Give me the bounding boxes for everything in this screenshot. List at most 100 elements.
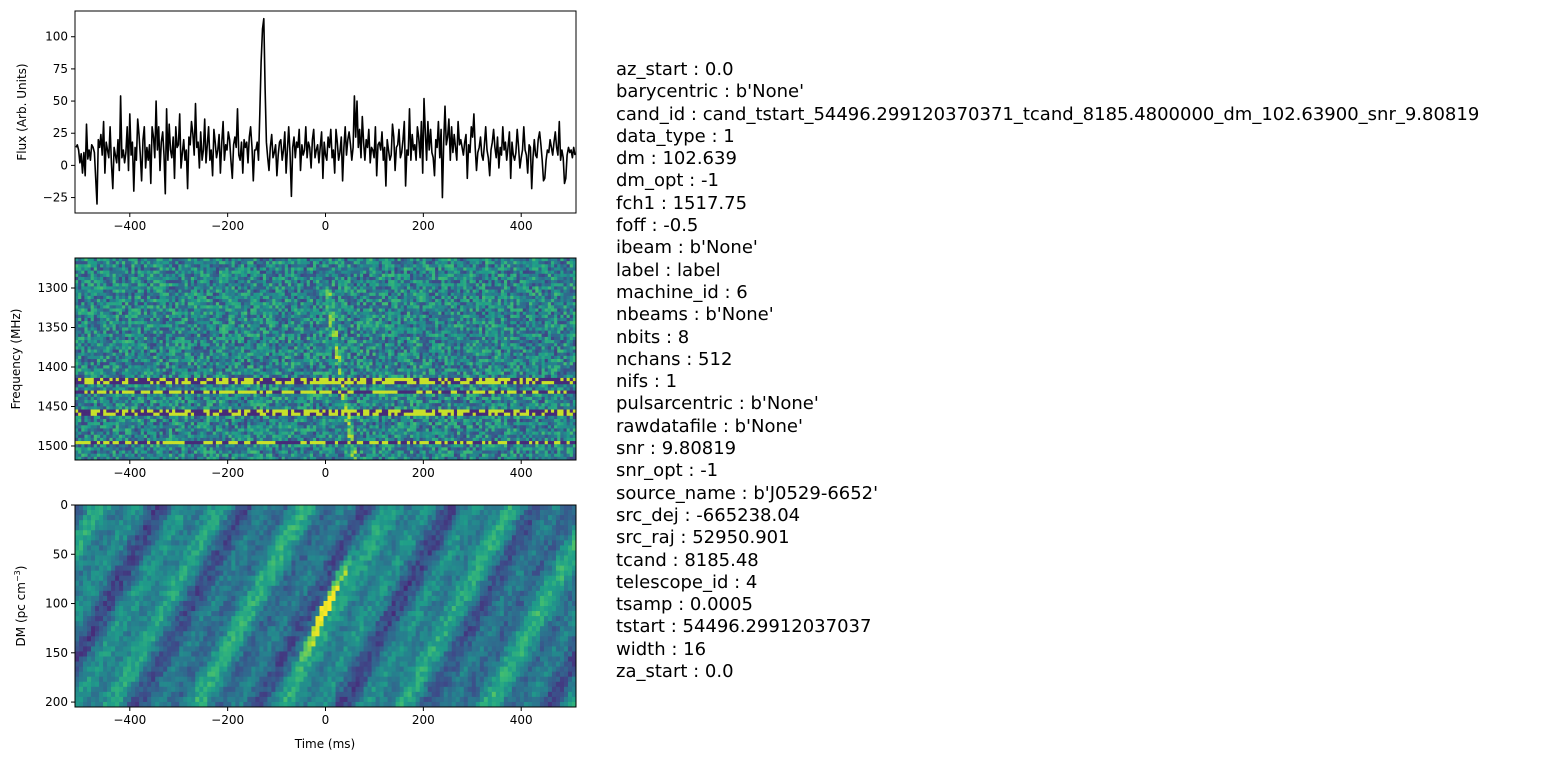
ft-cell xyxy=(140,286,145,290)
ft-cell xyxy=(491,327,495,331)
ft-cell xyxy=(350,330,355,335)
ft-cell xyxy=(90,264,95,268)
ft-cell xyxy=(240,340,245,344)
ft-cell xyxy=(121,321,126,325)
ft-cell xyxy=(197,330,201,335)
ft-cell xyxy=(469,333,474,338)
ft-cell xyxy=(347,346,351,350)
ft-cell xyxy=(375,299,380,303)
ft-cell xyxy=(453,292,458,297)
ft-cell xyxy=(93,327,98,331)
ft-cell xyxy=(312,264,317,268)
ft-cell xyxy=(222,330,226,335)
ft-cell xyxy=(115,295,120,300)
ft-cell xyxy=(513,280,517,284)
ft-cell xyxy=(406,261,411,265)
ft-cell xyxy=(75,317,79,322)
ft-cell xyxy=(550,258,555,262)
ft-cell xyxy=(175,258,179,262)
ft-cell xyxy=(121,314,126,319)
ft-cell xyxy=(500,340,505,344)
ft-cell xyxy=(341,273,345,278)
ft-cell xyxy=(303,270,308,275)
ft-cell xyxy=(356,340,361,344)
ft-cell xyxy=(93,299,98,303)
ft-cell xyxy=(228,302,232,306)
ft-cell xyxy=(472,308,477,313)
ft-cell xyxy=(278,340,283,344)
ft-cell xyxy=(187,336,192,341)
ft-cell xyxy=(444,305,449,309)
ft-cell xyxy=(331,336,336,341)
ft-cell xyxy=(287,295,292,300)
ft-cell xyxy=(209,264,214,268)
ft-cell xyxy=(497,267,502,272)
ft-cell xyxy=(269,340,273,344)
ft-cell xyxy=(563,324,568,328)
ft-cell xyxy=(457,258,461,262)
ft-cell xyxy=(422,261,427,265)
ft-cell xyxy=(391,280,395,284)
ft-cell xyxy=(500,264,505,268)
ft-cell xyxy=(247,270,251,275)
ft-cell xyxy=(450,299,455,303)
ft-cell xyxy=(125,261,129,265)
ft-cell xyxy=(384,340,389,344)
ft-cell xyxy=(341,267,345,272)
ft-cell xyxy=(112,273,117,278)
ft-cell xyxy=(419,346,423,350)
ft-cell xyxy=(150,295,154,300)
ft-cell xyxy=(121,349,126,354)
ft-cell xyxy=(460,305,464,309)
ft-cell xyxy=(431,349,436,354)
ft-cell xyxy=(153,336,157,341)
ft-cell xyxy=(168,308,173,313)
ft-cell xyxy=(541,349,546,354)
ft-cell xyxy=(253,305,258,309)
ft-cell xyxy=(278,295,283,300)
ft-cell xyxy=(231,267,236,272)
ft-cell xyxy=(143,333,148,338)
ft-cell xyxy=(247,308,251,313)
ft-cell xyxy=(497,352,502,357)
ft-cell xyxy=(181,352,185,357)
ft-cell xyxy=(75,289,79,294)
ft-cell xyxy=(90,314,95,319)
ft-cell xyxy=(488,283,492,287)
ft-cell xyxy=(140,346,145,350)
ft-cell xyxy=(287,270,292,275)
ft-cell xyxy=(359,273,364,278)
ft-cell xyxy=(284,289,289,294)
ft-cell xyxy=(494,333,499,338)
ft-cell xyxy=(131,340,135,344)
ft-cell xyxy=(184,280,189,284)
ft-cell xyxy=(278,280,283,284)
ft-cell xyxy=(131,343,135,347)
ft-cell xyxy=(175,305,179,309)
ft-cell xyxy=(500,336,505,341)
ft-cell xyxy=(391,258,395,262)
ft-cell xyxy=(109,286,113,290)
ft-cell xyxy=(547,270,552,275)
ft-cell xyxy=(519,308,524,313)
ft-cell xyxy=(447,336,452,341)
ft-cell xyxy=(397,340,402,344)
ft-cell xyxy=(431,333,436,338)
ft-cell xyxy=(250,336,254,341)
ft-cell xyxy=(391,283,395,287)
ft-cell xyxy=(566,349,571,354)
ft-cell xyxy=(147,343,151,347)
ft-cell xyxy=(103,276,107,281)
ft-cell xyxy=(121,317,126,322)
ft-cell xyxy=(178,311,182,316)
ft-cell xyxy=(75,276,79,281)
ft-cell xyxy=(269,321,273,325)
ft-cell xyxy=(153,276,157,281)
ft-cell xyxy=(272,346,276,350)
ft-cell xyxy=(197,321,201,325)
ft-cell xyxy=(447,258,452,262)
ft-cell xyxy=(535,267,539,272)
ft-cell xyxy=(168,340,173,344)
ft-cell xyxy=(428,308,433,313)
ft-cell xyxy=(300,299,304,303)
